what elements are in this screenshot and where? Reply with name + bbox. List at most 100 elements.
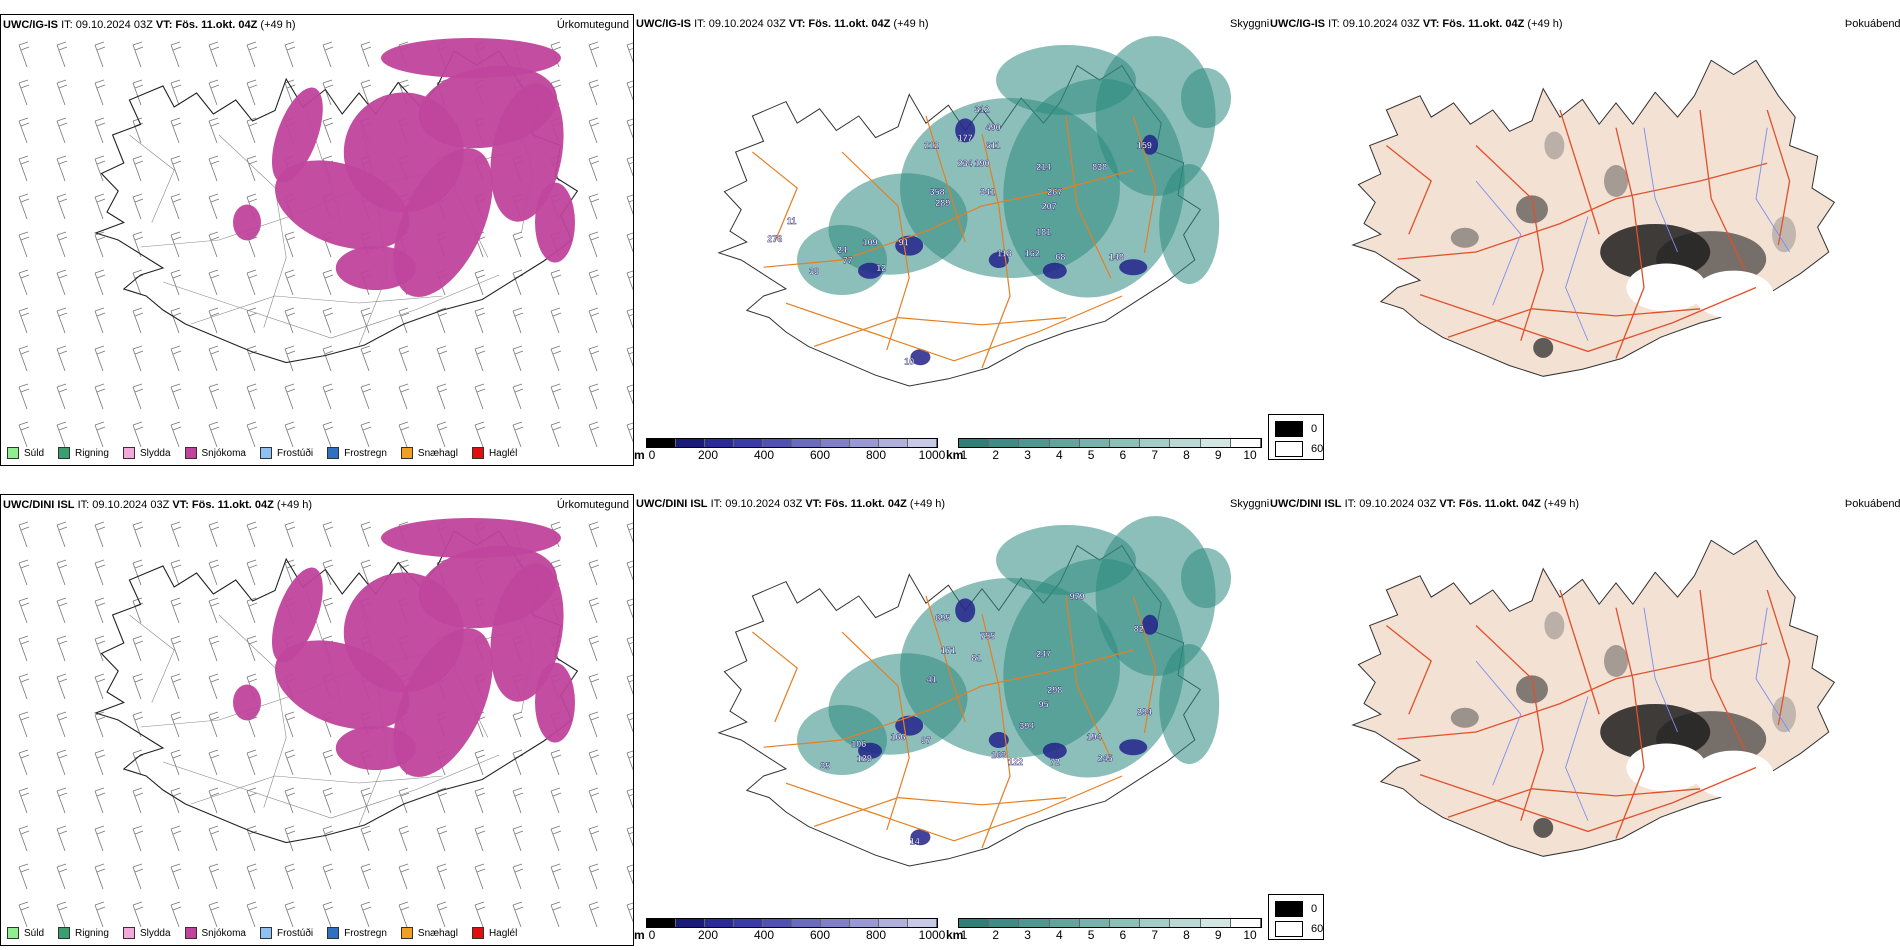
road-line	[1132, 595, 1157, 733]
colorbar-strip	[646, 918, 938, 928]
cloud-base-label: 234	[958, 158, 973, 168]
colorbar-bin	[1230, 919, 1262, 927]
road-line	[1397, 162, 1768, 260]
fog-area	[1544, 611, 1565, 640]
road-line	[218, 614, 287, 808]
wind-barb	[94, 635, 106, 662]
low-cloud-base-area	[988, 252, 1009, 268]
low-visibility-area	[1159, 644, 1220, 764]
road-line	[981, 133, 1011, 369]
wind-barb	[18, 711, 30, 738]
cloud-base-label: 695	[935, 613, 950, 623]
road-line	[841, 631, 910, 831]
fog-area	[1450, 227, 1479, 248]
cloud-base-label: 122	[1008, 757, 1023, 767]
wind-barb	[360, 79, 372, 106]
wind-barb	[398, 863, 410, 890]
road-line	[1385, 144, 1432, 235]
fog-area	[1516, 675, 1548, 704]
cloud-base-label: 72	[1050, 757, 1060, 767]
road-line	[763, 169, 1134, 268]
fog-panel-2: UWC/DINI ISL IT: 09.10.2024 03Z VT: Fös.…	[1268, 494, 1900, 894]
colorbar-bin	[879, 919, 908, 927]
wind-barb	[18, 521, 30, 548]
fog-area	[1626, 263, 1707, 312]
legend-label: Haglél	[488, 447, 518, 459]
wind-barb	[94, 79, 106, 106]
colorbar-bin	[1200, 439, 1231, 447]
colorbar-bin	[1049, 919, 1080, 927]
colorbar-tick: 1	[960, 928, 968, 942]
cloud-base-label: 490	[986, 122, 1001, 132]
legend-swatch	[7, 447, 19, 459]
wind-barb	[208, 673, 220, 700]
colorbar-bin	[705, 919, 734, 927]
wind-barb	[284, 521, 296, 548]
cloud-base-label: 109	[862, 238, 877, 248]
fog-area	[1533, 337, 1554, 358]
snow-area	[393, 628, 493, 777]
road-line	[785, 295, 1123, 362]
cloud-base-label: 245	[1098, 754, 1113, 764]
cloud-base-label: 358	[930, 187, 945, 197]
wind-barb	[132, 863, 144, 890]
wind-barb	[588, 41, 600, 68]
colorbar-bin	[1110, 439, 1141, 447]
wind-barb	[132, 117, 144, 144]
wind-barb	[18, 673, 30, 700]
precip-type-legend: Súld Rigning Slydda Snjókoma Frostúði Frostre…	[7, 447, 517, 459]
wind-barb	[436, 307, 448, 334]
wind-barb	[284, 787, 296, 814]
wind-barb	[208, 231, 220, 258]
wind-barb	[322, 79, 334, 106]
wind-barb	[360, 383, 372, 410]
cloud-base-label: 181	[1036, 227, 1051, 237]
wind-barb	[94, 269, 106, 296]
legend-label: Slydda	[139, 447, 171, 459]
wind-barb	[246, 749, 258, 776]
colorbar-strip	[958, 918, 1262, 928]
cloud-map: 312 490 177 212 611 234 190 214 838 159 358 341 267 2…	[717, 36, 1231, 387]
colorbar-tick: 8	[1183, 928, 1190, 942]
wind-barb	[398, 307, 410, 334]
wind-barb	[626, 384, 633, 405]
wind-barb	[550, 345, 562, 372]
colorbar-bin	[676, 439, 705, 447]
wind-barb	[398, 825, 410, 852]
wind-barb	[550, 383, 562, 410]
wind-barb	[94, 155, 106, 182]
wind-barb	[170, 79, 182, 106]
wind-barb	[398, 901, 410, 928]
wind-barb	[246, 79, 258, 106]
fog-area	[1626, 743, 1707, 792]
wind-barb	[132, 155, 144, 182]
legend-item: Slydda	[122, 927, 171, 939]
wind-barb	[132, 711, 144, 738]
colorbar-bin	[908, 919, 937, 927]
colorbar-tick: 200	[697, 448, 719, 462]
wind-barb	[360, 825, 372, 852]
cloud-base-label: 39	[809, 266, 819, 276]
cloud-base-label: 77	[843, 256, 853, 266]
legend-swatch	[327, 927, 340, 939]
cloud-base-label: 14	[910, 836, 920, 846]
wind-barb	[588, 383, 600, 410]
wind-barb	[94, 673, 106, 700]
low-visibility-area	[996, 525, 1136, 595]
wind-barb	[132, 231, 144, 258]
wind-barb	[550, 863, 562, 890]
cloud-base-label: 97	[921, 736, 931, 746]
road-line	[1065, 595, 1112, 759]
wind-barb	[56, 155, 68, 182]
wind-barb	[132, 559, 144, 586]
wind-barb	[18, 383, 30, 410]
cloud-base-label: 148	[1109, 252, 1124, 262]
legend-swatch	[122, 927, 135, 939]
wind-barb	[436, 863, 448, 890]
wind-barb	[322, 749, 334, 776]
panel-title: UWC/DINI ISL IT: 09.10.2024 03Z VT: Fös.…	[3, 499, 313, 511]
colorbar-bin	[647, 439, 676, 447]
wind-barb	[360, 345, 372, 372]
legend-item: Snjókoma	[184, 927, 246, 939]
wind-barb	[550, 787, 562, 814]
